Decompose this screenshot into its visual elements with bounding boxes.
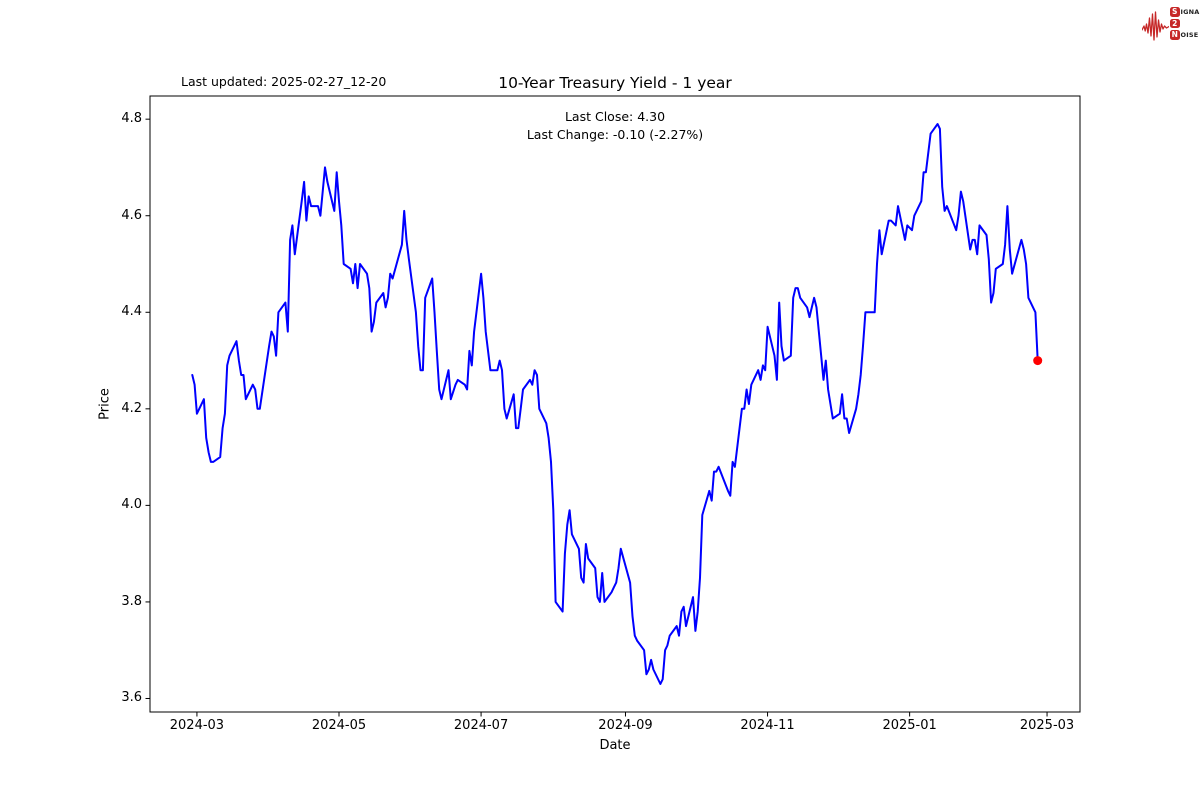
axes-border — [149, 95, 1081, 713]
logo-badge-2: 2 — [1170, 18, 1180, 29]
yield-line-series — [191, 123, 1039, 685]
logo-row-2: 2 — [1170, 18, 1200, 29]
waveform-icon — [1142, 11, 1169, 41]
logo-badge-s: S — [1170, 7, 1180, 17]
x-tick-label: 2024-09 — [598, 718, 653, 733]
chart-subtitle: Last Close: 4.30 Last Change: -0.10 (-2.… — [0, 108, 1200, 143]
logo-row-signal: S IGNAL — [1170, 7, 1200, 17]
y-tick-label: 4.2 — [121, 400, 142, 416]
x-tick-label: 2024-03 — [169, 718, 225, 733]
logo-word-oise: OISE — [1180, 31, 1199, 39]
y-tick-label: 4.4 — [121, 304, 142, 320]
x-tick-label: 2024-07 — [453, 718, 509, 733]
last-close-text: Last Close: 4.30 — [564, 109, 666, 124]
x-tick-label: 2025-01 — [882, 718, 937, 733]
last-close-marker — [1033, 356, 1043, 366]
last-change-text: Last Change: -0.10 (-2.27%) — [526, 126, 704, 142]
y-tick-label: 4.6 — [121, 207, 142, 223]
x-axis-label: Date — [599, 738, 631, 753]
signal2noise-logo: S IGNAL 2 N OISE — [1142, 7, 1200, 45]
last-updated-text: Last updated: 2025-02-27_12-20 — [181, 74, 387, 89]
y-tick-label: 3.6 — [121, 690, 142, 706]
x-tick-label: 2024-11 — [740, 718, 795, 733]
logo-word-ignal: IGNAL — [1180, 8, 1200, 16]
logo-badge-n: N — [1170, 30, 1180, 40]
logo-row-noise: N OISE — [1170, 30, 1200, 40]
y-tick-label: 4.0 — [121, 497, 142, 513]
y-tick-label: 4.8 — [121, 111, 142, 127]
x-tick-label: 2024-05 — [311, 718, 367, 733]
tick-marks — [145, 118, 1048, 717]
chart-title: 10-Year Treasury Yield - 1 year — [498, 74, 732, 92]
y-tick-label: 3.8 — [121, 593, 142, 609]
x-tick-label: 2025-03 — [1019, 718, 1075, 733]
logo-text: S IGNAL 2 N OISE — [1170, 7, 1200, 42]
